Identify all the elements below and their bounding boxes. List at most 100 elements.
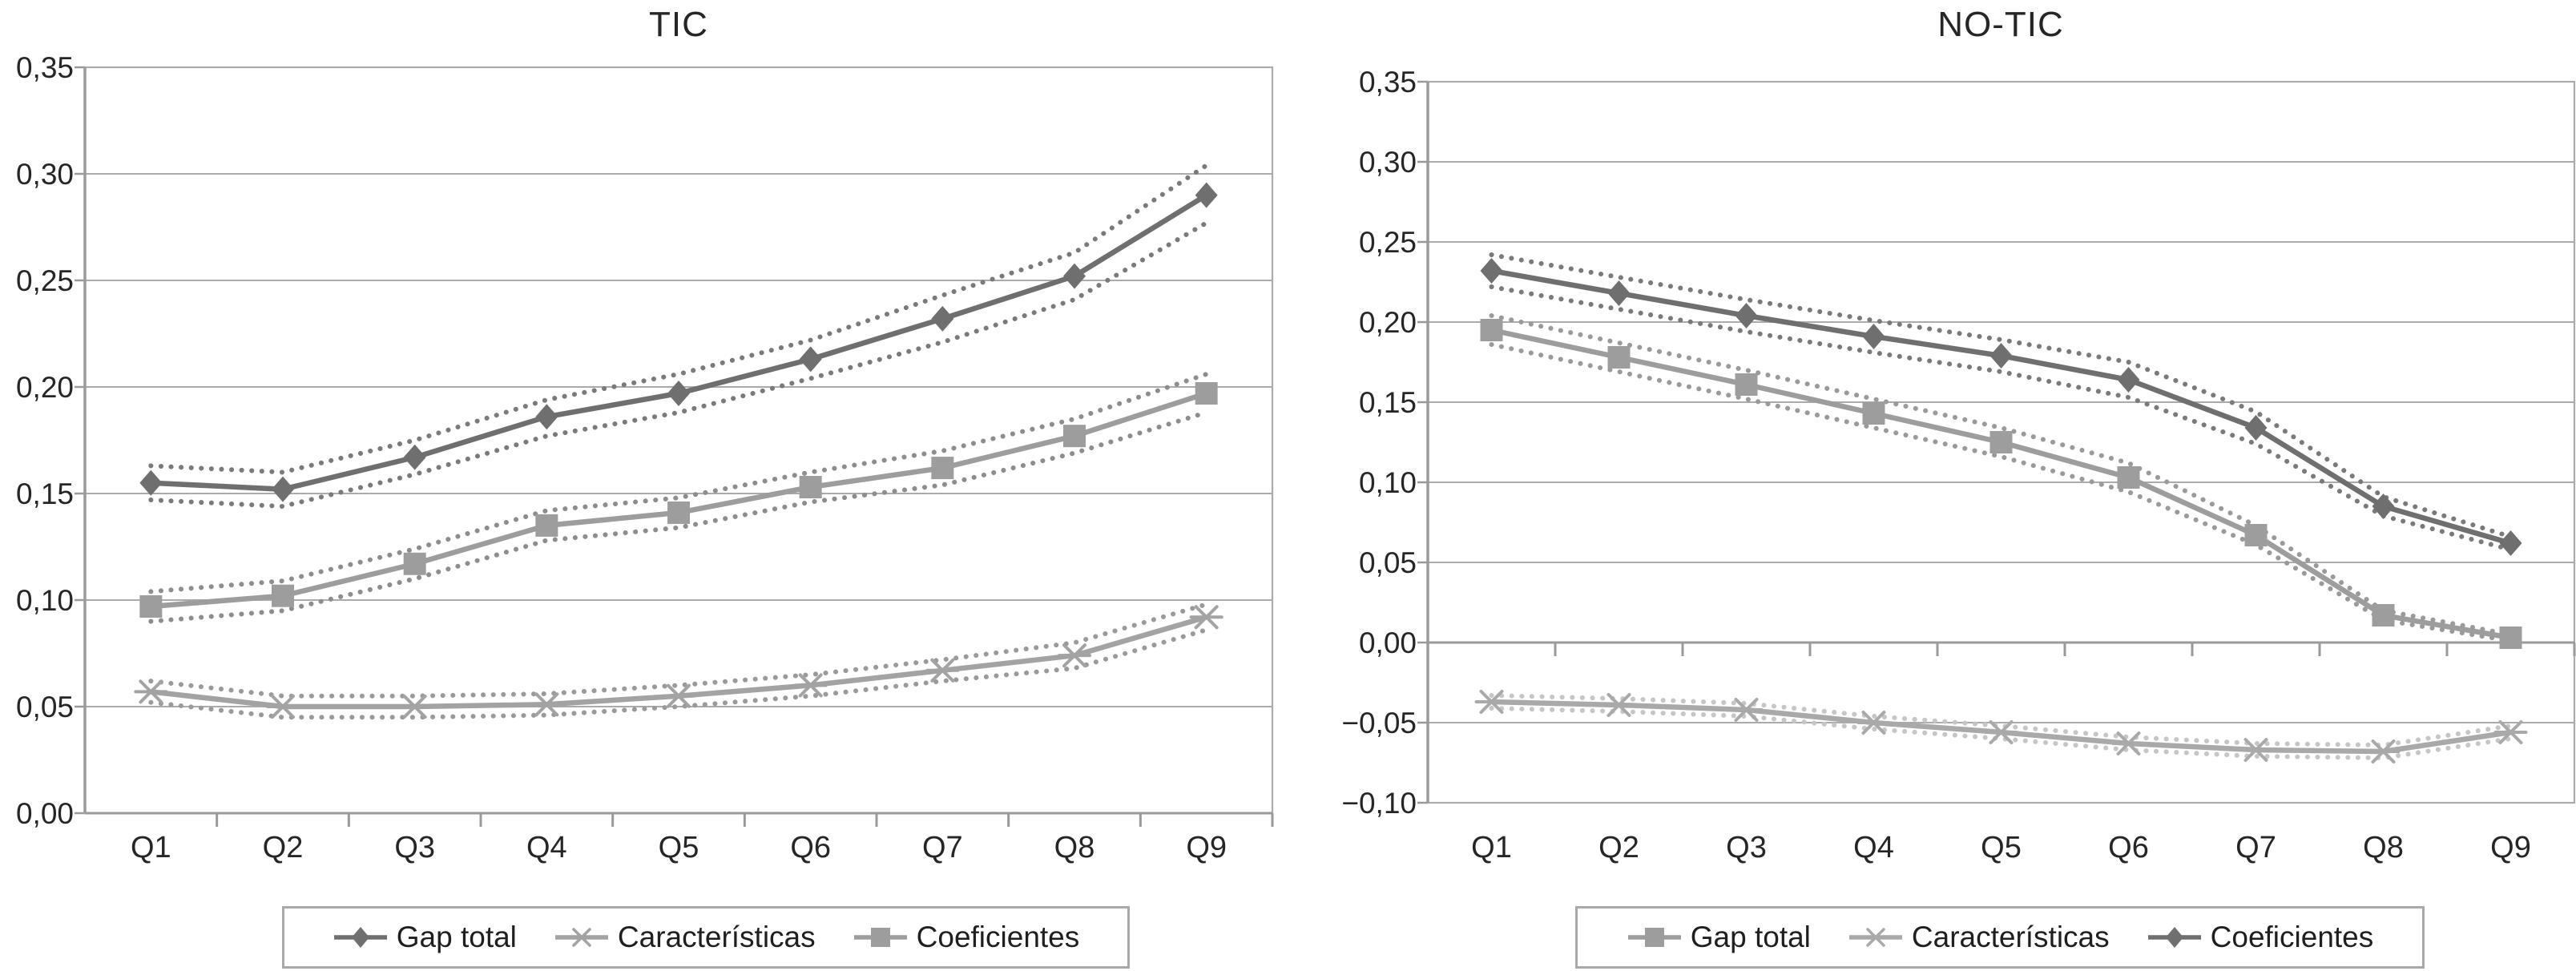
series-line-caracter-sticas [150,614,1207,710]
marker-square-coeficientes [272,584,294,607]
marker-asterisk-caracter-sticas [134,679,168,704]
marker-square-gap-total [2499,627,2522,649]
marker-diamond-coeficientes [2372,494,2395,519]
marker-diamond-gap-total [535,404,558,430]
marker-square-coeficientes [799,476,822,499]
x-category-label: Q9 [2490,831,2531,864]
marker-diamond-coeficientes [1607,280,1631,306]
legend-item-gap-total: Gap total [333,921,517,954]
y-tick-label: −0,05 [1341,707,1417,739]
marker-asterisk-caracter-sticas [1856,711,1891,735]
y-tick-label: −0,10 [1341,787,1417,820]
marker-square-coeficientes [139,594,163,618]
marker-asterisk-caracter-sticas [1602,693,1636,717]
band-upper-coeficientes [148,372,1209,594]
marker-diamond-coeficientes [1735,303,1758,328]
marker-diamond-gap-total [799,346,822,373]
x-category-label: Q7 [922,831,963,864]
legend-tic: Gap total Características Coeficientes [282,906,1130,969]
y-tick-label: 0,15 [1359,386,1417,419]
marker-asterisk-caracter-sticas [1058,643,1091,668]
marker-diamond-gap-total [272,476,294,502]
marker-asterisk-caracter-sticas [2239,738,2273,762]
band-upper-caracter-sticas [1489,693,2514,748]
marker-asterisk-caracter-sticas [266,695,300,719]
series-line-gap-total [151,192,1208,492]
marker-asterisk-caracter-sticas [1189,605,1223,630]
marker-square-coeficientes [1063,425,1086,448]
y-tick-label: 0,30 [1359,146,1417,179]
y-tick-label: 0,35 [16,51,74,84]
marker-square-coeficientes [667,501,690,524]
legend-label-coeficientes: Coeficientes [916,921,1080,953]
x-category-label: Q2 [1598,831,1639,864]
legend-label-caracteristicas: Características [617,921,816,953]
legend-item-coeficientes: Coeficientes [853,921,1080,954]
marker-square-gap-total [1735,373,1758,396]
marker-square-coeficientes [403,552,426,575]
y-tick-label: 0,25 [1359,226,1417,259]
chart-title-no-tic: NO-TIC [1937,5,2064,44]
y-tick-label: 0,25 [16,264,74,297]
diamond-line-marker-icon [333,927,387,948]
y-tick-label: 0,10 [16,584,74,617]
line-charts-plot-area: 0,00 0,05 0,10 0,15 0,20 0,25 0,30 0,35 Q1 Q2 Q3 Q4… [16,51,2576,864]
legend-no-tic: Gap total Características Coeficientes [1575,906,2425,969]
x-category-label: Q6 [2108,831,2149,864]
marker-square-gap-total [2117,466,2140,489]
legend-item-coeficientes: Coeficientes [2147,921,2373,954]
marker-asterisk-caracter-sticas [1984,720,2018,744]
x-category-label: Q4 [1853,831,1894,864]
marker-diamond-coeficientes [1862,324,1885,349]
y-tick-label: 0,00 [16,797,74,830]
marker-diamond-coeficientes [1989,343,2013,369]
x-category-label: Q8 [2363,831,2404,864]
x-category-label: Q7 [2235,831,2276,864]
y-tick-label: 0,35 [1359,66,1417,99]
x-category-label: Q5 [1981,831,2022,864]
x-category-label: Q3 [394,831,435,864]
y-tick-label: 0,20 [16,371,74,404]
marker-asterisk-caracter-sticas [662,683,695,708]
asterisk-line-marker-icon [554,928,608,947]
x-category-label: Q2 [263,831,304,864]
y-tick-label: 0,05 [16,691,74,723]
marker-asterisk-caracter-sticas [2111,731,2146,755]
square-line-marker-icon [853,928,907,947]
band-upper-coeficientes [1489,252,2514,539]
marker-asterisk-caracter-sticas [1474,690,1509,714]
marker-square-coeficientes [931,457,954,480]
y-tick-label: 0,00 [1359,627,1417,659]
marker-diamond-coeficientes [1480,258,1503,284]
marker-square-gap-total [1989,431,2013,453]
marker-square-gap-total [2372,604,2395,627]
band-upper-gap-total [1489,313,2514,637]
y-tick-label: 0,20 [1359,306,1417,339]
marker-diamond-coeficientes [2499,530,2522,556]
marker-asterisk-caracter-sticas [530,692,564,717]
marker-diamond-gap-total [1063,263,1086,289]
legend-item-caracteristicas: Características [554,921,816,954]
marker-asterisk-caracter-sticas [2493,720,2528,744]
marker-diamond-coeficientes [2117,367,2140,393]
y-tick-label: 0,15 [16,477,74,510]
plot-border [83,66,1274,815]
y-tick-label: 0,30 [16,158,74,191]
marker-asterisk-caracter-sticas [2366,739,2401,764]
marker-diamond-gap-total [931,305,954,332]
diamond-line-marker-icon [2147,927,2201,948]
x-category-label: Q6 [790,831,831,864]
y-tick-label: 0,10 [1359,466,1417,499]
band-lower-caracter-sticas [1489,706,2514,761]
band-lower-gap-total [148,220,1209,510]
legend-item-caracteristicas: Características [1848,921,2110,954]
legend-label-caracteristicas: Características [1911,921,2110,953]
y-tick-label: 0,05 [1359,546,1417,579]
marker-square-gap-total [2244,524,2268,546]
x-category-label: Q8 [1054,831,1095,864]
band-lower-gap-total [1489,342,2514,643]
marker-asterisk-caracter-sticas [397,695,432,719]
asterisk-line-marker-icon [1848,928,1902,947]
x-category-label: Q5 [659,831,699,864]
